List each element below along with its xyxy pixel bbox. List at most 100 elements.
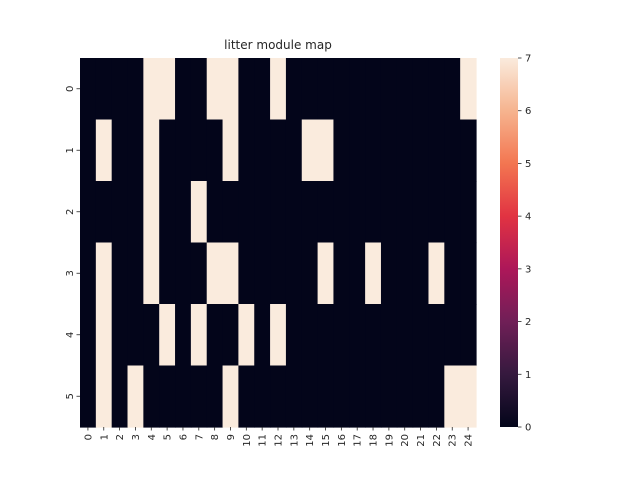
heatmap-cell-r2-c17 — [349, 181, 366, 244]
heatmap-cell-r1-c14 — [301, 119, 319, 182]
heatmap-cell-r2-c5 — [159, 181, 176, 244]
colorbar — [500, 58, 518, 427]
heatmap-cell-r2-c6 — [175, 181, 192, 244]
heatmap-cell-r2-c0 — [80, 181, 97, 244]
heatmap-cell-r1-c19 — [380, 119, 398, 182]
heatmap-cell-r1-c8 — [206, 119, 224, 182]
colorbar-tick-label: 4 — [525, 212, 531, 223]
heatmap-cell-r2-c11 — [254, 181, 271, 244]
x-tick-label: 7 — [194, 434, 205, 440]
heatmap-cell-r5-c21 — [412, 365, 430, 428]
heatmap-cell-r3-c9 — [222, 242, 239, 305]
colorbar-ticks: 0 1 2 3 4 5 6 7 — [518, 54, 531, 434]
heatmap-cell-r5-c24 — [460, 365, 477, 428]
heatmap-cell-r4-c12 — [270, 304, 287, 367]
heatmap-cell-r1-c11 — [254, 119, 271, 182]
heatmap-cell-r4-c20 — [396, 304, 414, 367]
heatmap-cell-r0-c1 — [95, 58, 113, 121]
heatmap-cell-r2-c13 — [285, 181, 303, 244]
heatmap-cell-r0-c7 — [190, 58, 208, 121]
heatmap-cell-r3-c15 — [317, 242, 335, 305]
heatmap-cell-r2-c1 — [95, 181, 113, 244]
heatmap-cell-r1-c10 — [238, 119, 255, 182]
x-tick-label: 15 — [321, 434, 332, 447]
heatmap-cell-r1-c15 — [317, 119, 335, 182]
heatmap-cell-r2-c8 — [206, 181, 224, 244]
heatmap-cell-r2-c2 — [111, 181, 129, 244]
heatmap-cell-r5-c4 — [143, 365, 160, 428]
heatmap-cell-r5-c13 — [285, 365, 303, 428]
heatmap-cell-r2-c21 — [412, 181, 430, 244]
heatmap-cell-r1-c21 — [412, 119, 430, 182]
heatmap-cell-r1-c17 — [349, 119, 366, 182]
heatmap-cell-r1-c20 — [396, 119, 414, 182]
heatmap-cell-r4-c3 — [127, 304, 144, 367]
heatmap-cell-r1-c5 — [159, 119, 176, 182]
heatmap-cell-r3-c11 — [254, 242, 271, 305]
heatmap-cell-r4-c5 — [159, 304, 176, 367]
x-tick-label: 16 — [337, 434, 348, 447]
heatmap-cell-r4-c21 — [412, 304, 430, 367]
heatmap-cell-r3-c17 — [349, 242, 366, 305]
heatmap-cell-r4-c15 — [317, 304, 335, 367]
heatmap-cell-r0-c24 — [460, 58, 477, 121]
heatmap-cell-r0-c19 — [380, 58, 398, 121]
y-tick-label: 2 — [65, 209, 76, 215]
heatmap-cell-r1-c4 — [143, 119, 160, 182]
heatmap-cell-r4-c1 — [95, 304, 113, 367]
x-tick-label: 8 — [210, 434, 221, 440]
x-tick-label: 3 — [131, 434, 142, 440]
heatmap-cell-r4-c19 — [380, 304, 398, 367]
heatmap-cell-r4-c13 — [285, 304, 303, 367]
heatmap-cell-r2-c10 — [238, 181, 255, 244]
heatmap-cell-r1-c24 — [460, 119, 477, 182]
heatmap-cell-r0-c18 — [365, 58, 382, 121]
heatmap-cell-r4-c6 — [175, 304, 192, 367]
x-tick-label: 6 — [178, 434, 189, 440]
heatmap-cell-r5-c7 — [190, 365, 208, 428]
heatmap-cell-r0-c12 — [270, 58, 287, 121]
heatmap-cell-r5-c5 — [159, 365, 176, 428]
heatmap-cell-r5-c16 — [333, 365, 350, 428]
heatmap-cell-r5-c18 — [365, 365, 382, 428]
y-tick-label: 4 — [65, 332, 76, 338]
colorbar-tick-label: 0 — [525, 423, 531, 434]
heatmap-cell-r0-c22 — [428, 58, 445, 121]
heatmap-cell-r4-c14 — [301, 304, 319, 367]
heatmap-cell-r2-c19 — [380, 181, 398, 244]
colorbar-tick-label: 7 — [525, 54, 531, 65]
heatmap-cell-r2-c20 — [396, 181, 414, 244]
heatmap-cell-r4-c18 — [365, 304, 382, 367]
heatmap-cell-r1-c22 — [428, 119, 445, 182]
heatmap-cell-r2-c18 — [365, 181, 382, 244]
heatmap-cell-r3-c21 — [412, 242, 430, 305]
heatmap-cell-r3-c4 — [143, 242, 160, 305]
heatmap-cell-r1-c9 — [222, 119, 239, 182]
heatmap-cell-r0-c21 — [412, 58, 430, 121]
heatmap-cell-r3-c2 — [111, 242, 129, 305]
colorbar-tick-label: 5 — [525, 159, 531, 170]
heatmap-cell-r4-c8 — [206, 304, 224, 367]
x-tick-label: 13 — [289, 434, 300, 447]
heatmap-cell-r0-c23 — [444, 58, 461, 121]
y-tick-label: 3 — [65, 270, 76, 276]
heatmap-cell-r0-c11 — [254, 58, 271, 121]
heatmap-cell-r0-c4 — [143, 58, 160, 121]
heatmap-cell-r4-c24 — [460, 304, 477, 367]
heatmap-cell-r0-c17 — [349, 58, 366, 121]
heatmap-cell-r3-c10 — [238, 242, 255, 305]
heatmap-cell-r0-c0 — [80, 58, 97, 121]
x-axis-ticks: 0 1 2 3 4 5 6 7 8 9 10 11 12 13 14 15 16 17 18 19 20 21 22 23 24 — [83, 427, 475, 447]
heatmap-cell-r5-c8 — [206, 365, 224, 428]
heatmap-cell-r3-c23 — [444, 242, 461, 305]
heatmap-cells — [80, 58, 477, 428]
heatmap-cell-r2-c7 — [190, 181, 208, 244]
heatmap-cell-r3-c0 — [80, 242, 97, 305]
heatmap-cell-r1-c7 — [190, 119, 208, 182]
heatmap-cell-r3-c3 — [127, 242, 144, 305]
heatmap-cell-r1-c1 — [95, 119, 113, 182]
heatmap-cell-r0-c6 — [175, 58, 192, 121]
heatmap-cell-r2-c14 — [301, 181, 319, 244]
heatmap-cell-r5-c6 — [175, 365, 192, 428]
